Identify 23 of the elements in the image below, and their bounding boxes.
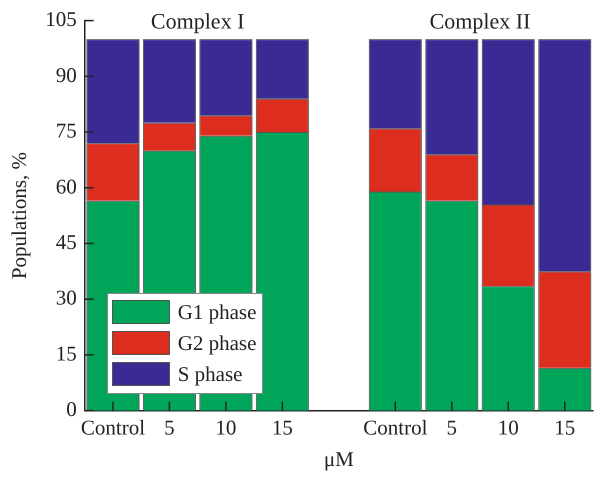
series-label: G1 phase xyxy=(178,300,256,325)
x-tick-label: 10 xyxy=(498,416,519,440)
x-tick-label: Control xyxy=(363,416,428,440)
annotation: Complex I xyxy=(150,8,244,34)
annotation: Complex II xyxy=(430,8,530,34)
y-tick-label: 60 xyxy=(56,174,77,198)
y-tick-label: 30 xyxy=(56,286,77,310)
x-tick-label: 15 xyxy=(272,416,293,440)
y-tick-label: 75 xyxy=(56,118,77,143)
legend-label: S phase xyxy=(178,362,242,387)
y-tick-label: 90 xyxy=(56,62,77,87)
y-tick-label: 0 xyxy=(66,397,77,422)
x-tick-label: 15 xyxy=(554,416,576,440)
x-tick-label: Control xyxy=(80,416,146,440)
x-tick-label: 5 xyxy=(164,416,175,440)
y-axis-title: Populations, % xyxy=(7,152,32,280)
x-axis-title: μM xyxy=(324,446,354,471)
y-tick-label: 15 xyxy=(56,341,77,366)
y-tick-label: 45 xyxy=(56,230,77,254)
x-tick-label: 5 xyxy=(446,416,458,440)
legend-label: G2 phase xyxy=(178,330,256,356)
y-tick-label: 105 xyxy=(45,7,77,32)
x-tick-label: 10 xyxy=(215,416,236,440)
